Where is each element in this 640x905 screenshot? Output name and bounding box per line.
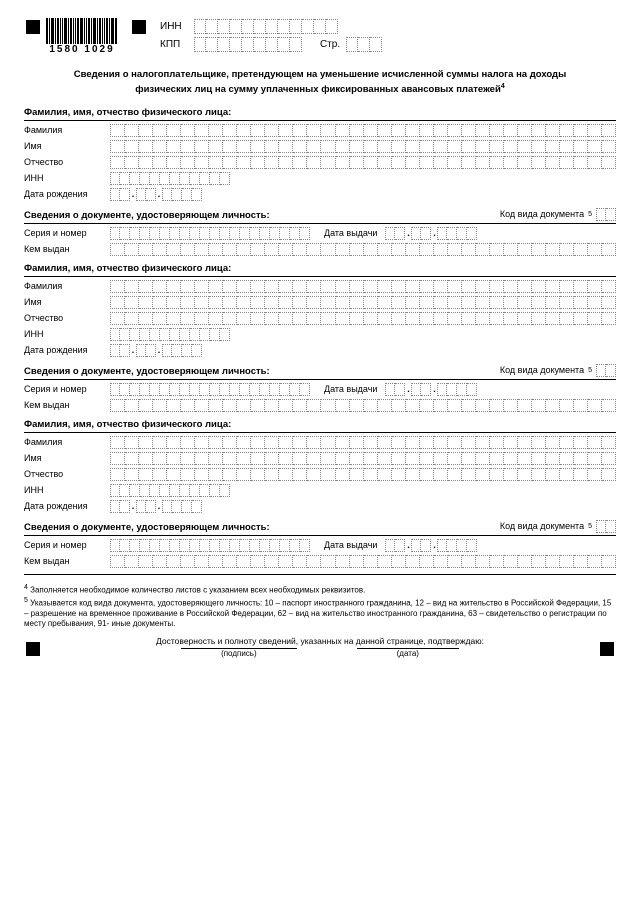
str-cells[interactable]	[346, 37, 382, 52]
dob-cells-1[interactable]	[110, 188, 130, 201]
marker-tl	[26, 20, 40, 34]
name-lbl: Имя	[24, 141, 110, 151]
signature-line[interactable]: (подпись)	[181, 648, 297, 658]
issued-cells-3[interactable]	[110, 555, 616, 568]
surname-cells-3[interactable]	[110, 436, 616, 449]
issued-cells-1[interactable]	[110, 243, 616, 256]
patr-cells-1[interactable]	[110, 156, 616, 169]
doc-header-1: Сведения о документе, удостоверяющем лич…	[24, 208, 616, 224]
doc-code-cells-2[interactable]	[596, 364, 616, 377]
name-cells-3[interactable]	[110, 452, 616, 465]
patr-cells-2[interactable]	[110, 312, 616, 325]
surname-lbl: Фамилия	[24, 125, 110, 135]
inn-cells-3[interactable]	[110, 484, 230, 497]
doc-header-2: Сведения о документе, удостоверяющем лич…	[24, 364, 616, 380]
inn-label: ИНН	[160, 21, 194, 32]
inn-cells-1[interactable]	[110, 172, 230, 185]
date-line[interactable]: (дата)	[357, 648, 459, 658]
person-header-3: Фамилия, имя, отчество физического лица:	[24, 419, 616, 433]
person-header-2: Фамилия, имя, отчество физического лица:	[24, 263, 616, 277]
form-title: Сведения о налогоплательщике, претендующ…	[32, 69, 608, 97]
marker-mid	[132, 20, 146, 34]
name-cells-2[interactable]	[110, 296, 616, 309]
series-cells-2[interactable]	[110, 383, 310, 396]
series-cells-1[interactable]	[110, 227, 310, 240]
issue-date-lbl-1: Дата выдачи	[324, 228, 377, 238]
inn-cells[interactable]	[194, 19, 338, 34]
issued-lbl-1: Кем выдан	[24, 244, 110, 254]
dob-lbl-1: Дата рождения	[24, 189, 110, 199]
dob-cells-2[interactable]	[110, 344, 130, 357]
signature-row: (подпись) (дата)	[24, 648, 616, 658]
doc-code-cells-1[interactable]	[596, 208, 616, 221]
doc-header-3: Сведения о документе, удостоверяющем лич…	[24, 520, 616, 536]
series-cells-3[interactable]	[110, 539, 310, 552]
issue-date-cells-2[interactable]	[385, 383, 405, 396]
name-cells-1[interactable]	[110, 140, 616, 153]
footnotes: 4 Заполняется необходимое количество лис…	[24, 583, 616, 630]
surname-cells-2[interactable]	[110, 280, 616, 293]
doc-code-cells-3[interactable]	[596, 520, 616, 533]
surname-cells-1[interactable]	[110, 124, 616, 137]
marker-br	[600, 642, 614, 656]
kpp-cells[interactable]	[194, 37, 302, 52]
marker-bl	[26, 642, 40, 656]
dob-cells-3[interactable]	[110, 500, 130, 513]
inn-cells-2[interactable]	[110, 328, 230, 341]
patr-lbl: Отчество	[24, 157, 110, 167]
header-fields: ИНН КПП Стр.	[160, 18, 382, 54]
str-label: Стр.	[320, 39, 340, 50]
confirm-text: Достоверность и полноту сведений, указан…	[24, 636, 616, 646]
person-header-1: Фамилия, имя, отчество физического лица:	[24, 107, 616, 121]
issued-cells-2[interactable]	[110, 399, 616, 412]
series-lbl-1: Серия и номер	[24, 228, 110, 238]
tax-form-page: 1580 1029 ИНН КПП Стр.	[0, 0, 640, 670]
barcode-number: 1580 1029	[46, 44, 118, 55]
inn-lbl-1: ИНН	[24, 173, 110, 183]
issue-date-cells-1[interactable]	[385, 227, 405, 240]
patr-cells-3[interactable]	[110, 468, 616, 481]
issue-date-cells-3[interactable]	[385, 539, 405, 552]
kpp-label: КПП	[160, 39, 194, 50]
barcode: 1580 1029	[46, 18, 118, 55]
